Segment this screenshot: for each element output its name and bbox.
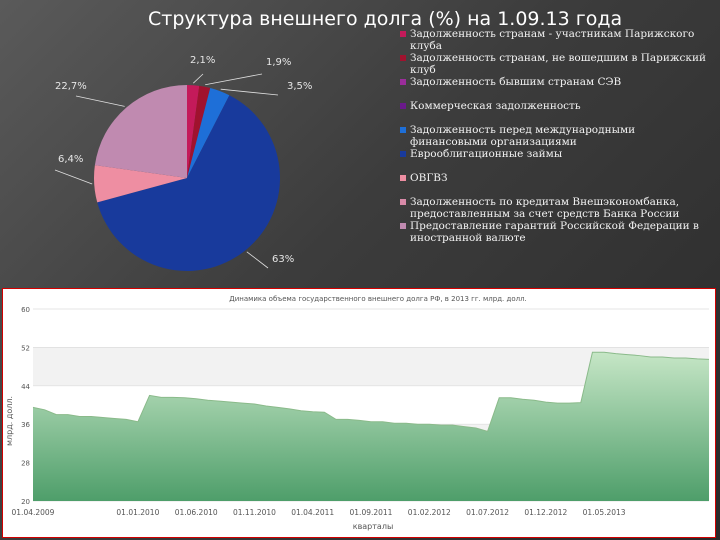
- area-series-line: [32, 351, 710, 433]
- legend-item: Задолженность по кредитам Внешэкономбанк…: [400, 196, 710, 220]
- legend-item: Еврооблигационные займы: [400, 148, 710, 160]
- legend-swatch: [400, 79, 406, 85]
- legend-item: Задолженность перед международными финан…: [400, 124, 710, 148]
- legend-swatch: [400, 175, 406, 181]
- area-chart-title: Динамика объема государственного внешнег…: [229, 295, 527, 303]
- legend-item: Предоставление гарантий Российской Федер…: [400, 220, 710, 244]
- x-tick-label: 01.01.2010: [116, 508, 159, 517]
- legend-label: Коммерческая задолженность: [410, 100, 581, 112]
- pie-slice-label: 2,1%: [190, 55, 215, 66]
- legend-swatch: [400, 151, 406, 157]
- legend-swatch: [400, 127, 406, 133]
- y-tick-label: 44: [21, 383, 30, 391]
- x-tick-label: 01.11.2010: [233, 508, 276, 517]
- pie-legend: Задолженность странам - участникам Париж…: [400, 28, 710, 244]
- x-tick-label: 01.09.2011: [350, 508, 393, 517]
- pie-slice: [187, 85, 211, 178]
- y-tick-label: 20: [21, 498, 30, 506]
- legend-label: Еврооблигационные займы: [410, 148, 563, 160]
- pie-slice: [97, 95, 280, 271]
- legend-item: Задолженность странам, не вошедшим в Пар…: [400, 52, 710, 76]
- legend-item: Коммерческая задолженность: [400, 100, 710, 112]
- pie-chart: 2,1% 1,9% 3,5% 63% 6,4% 22,7%: [54, 55, 312, 271]
- pie-label-leader: [75, 95, 125, 107]
- x-axis-label: кварталы: [353, 522, 394, 531]
- pie-slice-label: 6,4%: [58, 154, 83, 165]
- x-tick-label: 01.12.2012: [524, 508, 567, 517]
- pie-slice: [93, 165, 187, 203]
- x-tick-label: 01.05.2013: [583, 508, 626, 517]
- pie-slice-label: 1,9%: [266, 57, 291, 68]
- x-tick-label: 01.04.2009: [12, 508, 55, 517]
- pie-slice: [187, 85, 200, 178]
- y-tick-label: 28: [21, 460, 30, 468]
- area-series: [33, 352, 709, 501]
- legend-item: ОВГВЗ: [400, 172, 710, 184]
- x-tick-label: 01.02.2012: [408, 508, 451, 517]
- legend-label: Задолженность бывшим странам СЭВ: [410, 76, 622, 88]
- legend-label: ОВГВЗ: [410, 172, 448, 184]
- pie-slice-label: 3,5%: [287, 81, 312, 92]
- legend-item: Задолженность бывшим странам СЭВ: [400, 76, 710, 88]
- y-tick-label: 52: [21, 344, 30, 352]
- legend-label: Задолженность странам - участникам Париж…: [410, 28, 695, 52]
- area-chart: 20 28 36 44 52 60 01.04.2009 01.01.2010 01.06.20…: [5, 295, 710, 531]
- legend-swatch: [400, 55, 406, 61]
- legend-label: Предоставление гарантий Российской Федер…: [410, 220, 699, 244]
- pie-label-leader: [193, 73, 204, 84]
- y-tick-label: 36: [21, 421, 30, 429]
- x-tick-label: 01.06.2010: [175, 508, 218, 517]
- pie-label-leader: [205, 73, 263, 86]
- legend-label: Задолженность по кредитам Внешэкономбанк…: [410, 196, 680, 220]
- legend-label: Задолженность перед международными финан…: [410, 124, 636, 148]
- pie-slice-label: 22,7%: [55, 81, 87, 92]
- legend-item: Задолженность странам - участникам Париж…: [400, 28, 710, 52]
- pie-slice: [187, 87, 230, 178]
- pie-label-leader: [54, 169, 93, 185]
- legend-swatch: [400, 31, 406, 37]
- slide-title: Структура внешнего долга (%) на 1.09.13 …: [148, 8, 623, 30]
- pie-slice-label: 63%: [272, 254, 294, 265]
- pie-label-leader: [220, 88, 279, 96]
- pie-label-leader: [246, 251, 269, 269]
- legend-swatch: [400, 223, 406, 229]
- legend-swatch: [400, 199, 406, 205]
- area-chart-panel: 20 28 36 44 52 60 01.04.2009 01.01.2010 01.06.20…: [2, 288, 716, 538]
- y-tick-label: 60: [21, 306, 30, 314]
- x-tick-label: 01.07.2012: [466, 508, 509, 517]
- legend-swatch: [400, 103, 406, 109]
- x-tick-label: 01.04.2011: [291, 508, 334, 517]
- pie-slice: [94, 85, 187, 178]
- legend-label: Задолженность странам, не вошедшим в Пар…: [410, 52, 706, 76]
- y-axis-label: млрд. долл.: [5, 396, 14, 446]
